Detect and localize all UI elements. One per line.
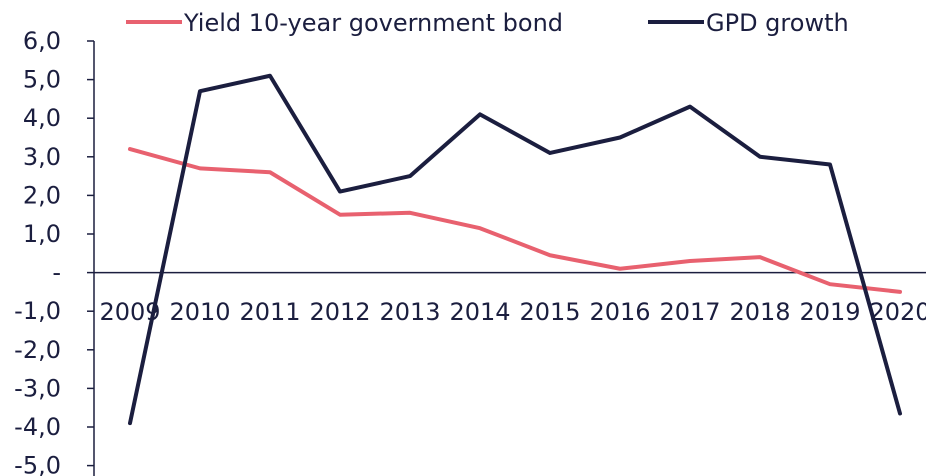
y-tick-label: -5,0 [14, 452, 61, 476]
x-tick-label: 2018 [729, 298, 790, 326]
y-tick-label: -1,0 [14, 297, 61, 325]
series-line-bond [128, 147, 902, 294]
x-tick-label: 2014 [449, 298, 510, 326]
x-tick-label: 2020 [869, 298, 926, 326]
series-layer [128, 73, 902, 426]
x-tick-label: 2015 [519, 298, 580, 326]
x-tick-label: 2017 [659, 298, 720, 326]
series-line-gdp [128, 73, 902, 426]
y-tick-label: -3,0 [14, 374, 61, 402]
x-tick-label: 2016 [589, 298, 650, 326]
y-tick-label: - [52, 259, 61, 287]
x-tick-label: 2012 [309, 298, 370, 326]
y-axis: 6,0 5,0 4,0 3,0 2,0 1,0 - -1,0 -2,0 -3,0 -4,0 -5,0 [14, 27, 95, 476]
x-tick-label: 2011 [239, 298, 300, 326]
y-tick-label: -4,0 [14, 413, 61, 441]
legend: Yield 10-year government bond GPD growth [126, 9, 849, 37]
legend-label-bond: Yield 10-year government bond [183, 9, 563, 37]
y-tick-label: 6,0 [23, 27, 61, 55]
x-axis: 2009 2010 2011 2012 2013 2014 2015 2016 2017 2018… [94, 271, 926, 326]
y-tick-label: 3,0 [23, 143, 61, 171]
y-tick-label: 5,0 [23, 66, 61, 94]
x-tick-label: 2013 [379, 298, 440, 326]
y-tick-label: 2,0 [23, 181, 61, 209]
x-tick-label: 2019 [799, 298, 860, 326]
y-tick-label: -2,0 [14, 336, 61, 364]
y-tick-label: 4,0 [23, 104, 61, 132]
x-tick-label: 2010 [169, 298, 230, 326]
y-tick-label: 1,0 [23, 220, 61, 248]
legend-label-gdp: GPD growth [706, 9, 849, 37]
